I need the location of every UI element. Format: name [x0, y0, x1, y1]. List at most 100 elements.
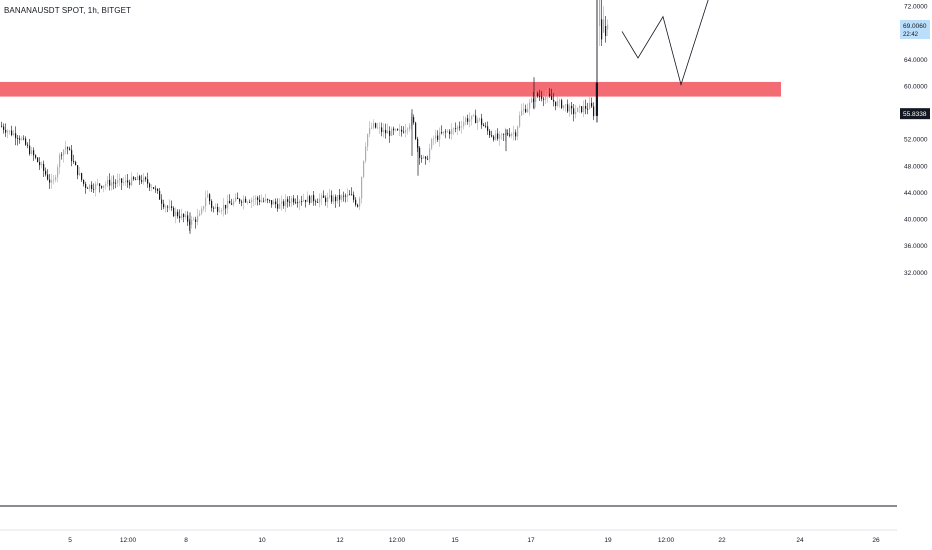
- candle-body: [1, 125, 3, 127]
- candle-body: [393, 128, 395, 131]
- candle-body: [85, 183, 87, 188]
- candle-body: [39, 162, 41, 166]
- candle-body: [505, 133, 507, 135]
- candle-body: [171, 206, 173, 208]
- candle-body: [461, 126, 463, 128]
- candle-body: [135, 179, 137, 181]
- candle-body: [467, 118, 469, 122]
- candle-body: [55, 177, 57, 180]
- candle-body: [23, 138, 25, 140]
- candle-body: [59, 154, 61, 168]
- candle-body: [547, 93, 549, 97]
- candle-body: [339, 195, 341, 200]
- candle-body: [95, 183, 97, 190]
- candle-body: [197, 215, 199, 222]
- candle-body: [269, 199, 271, 201]
- candle-body: [587, 108, 589, 110]
- candle-body: [169, 206, 171, 208]
- y-tick-label: 40.0000: [904, 217, 928, 224]
- candle-body: [445, 131, 447, 133]
- candle-body: [455, 128, 457, 130]
- candle-body: [559, 100, 561, 102]
- candle-body: [259, 199, 261, 202]
- candle-body: [61, 154, 63, 156]
- pump-candle-body: [595, 82, 598, 116]
- candle-body: [571, 105, 573, 109]
- candle-body: [313, 195, 315, 202]
- candle-body: [411, 117, 413, 126]
- candle-body: [81, 173, 83, 180]
- candle-body: [271, 200, 273, 205]
- candle-body: [555, 101, 557, 106]
- candle-body: [447, 131, 449, 133]
- candle-body: [227, 200, 229, 209]
- candle-body: [163, 203, 165, 208]
- candle-body: [589, 102, 591, 109]
- candle-body: [223, 204, 225, 211]
- candle-body: [535, 93, 537, 102]
- candle-body: [317, 202, 319, 203]
- candle-body: [281, 201, 283, 204]
- candle-body: [195, 219, 197, 222]
- candle-body: [13, 133, 15, 136]
- candle-body: [417, 138, 419, 148]
- candle-body: [479, 118, 481, 120]
- candle-body: [141, 180, 143, 182]
- candle-body: [29, 145, 31, 154]
- candle-body: [207, 194, 209, 198]
- candle-body: [231, 203, 233, 205]
- candle-body: [475, 115, 477, 124]
- candle-body: [289, 201, 291, 203]
- candle-body: [573, 108, 575, 115]
- candle-body: [381, 127, 383, 133]
- candle-body: [503, 133, 505, 135]
- candle-body: [523, 109, 525, 111]
- candle-body: [333, 196, 335, 202]
- candles-group: [1, 0, 609, 234]
- candle-body: [287, 199, 289, 202]
- candle-body: [519, 115, 521, 127]
- candle-body: [243, 198, 245, 203]
- x-tick-label: 19: [604, 537, 612, 544]
- candle-body: [389, 130, 391, 136]
- candle-body: [567, 104, 569, 112]
- candle-body: [521, 110, 523, 116]
- candle-body: [15, 133, 17, 139]
- candle-body: [9, 130, 11, 132]
- candle-body: [93, 188, 95, 190]
- candle-body: [217, 207, 219, 212]
- candle-body: [103, 185, 105, 188]
- candle-body: [205, 197, 207, 207]
- candle-body: [421, 157, 423, 159]
- candle-body: [199, 213, 201, 216]
- candle-body: [161, 199, 163, 204]
- candle-body: [525, 109, 527, 113]
- candle-body: [51, 180, 53, 183]
- candle-body: [249, 201, 251, 203]
- candle-body: [495, 133, 497, 140]
- candle-body: [113, 182, 115, 184]
- candle-body: [593, 106, 595, 117]
- candle-body: [229, 200, 231, 204]
- x-tick-label: 22: [718, 537, 726, 544]
- candle-body: [105, 184, 107, 186]
- candle-body: [473, 115, 475, 117]
- candle-body: [507, 133, 509, 135]
- y-tick-label: 36.0000: [904, 243, 928, 250]
- candle-body: [181, 214, 183, 219]
- candle-body: [517, 126, 519, 137]
- candle-body: [527, 108, 529, 113]
- x-tick-label: 12:00: [658, 537, 675, 544]
- candle-body: [255, 197, 257, 200]
- reference-price-label: 55.8338: [903, 111, 927, 118]
- candle-body: [263, 200, 265, 202]
- candle-body: [45, 170, 47, 175]
- candle-body: [63, 149, 65, 156]
- candle-body: [87, 187, 89, 189]
- candle-body: [367, 134, 369, 147]
- candle-body: [265, 199, 267, 201]
- candle-body: [115, 182, 117, 184]
- candle-body: [301, 201, 303, 202]
- candle-body: [557, 101, 559, 106]
